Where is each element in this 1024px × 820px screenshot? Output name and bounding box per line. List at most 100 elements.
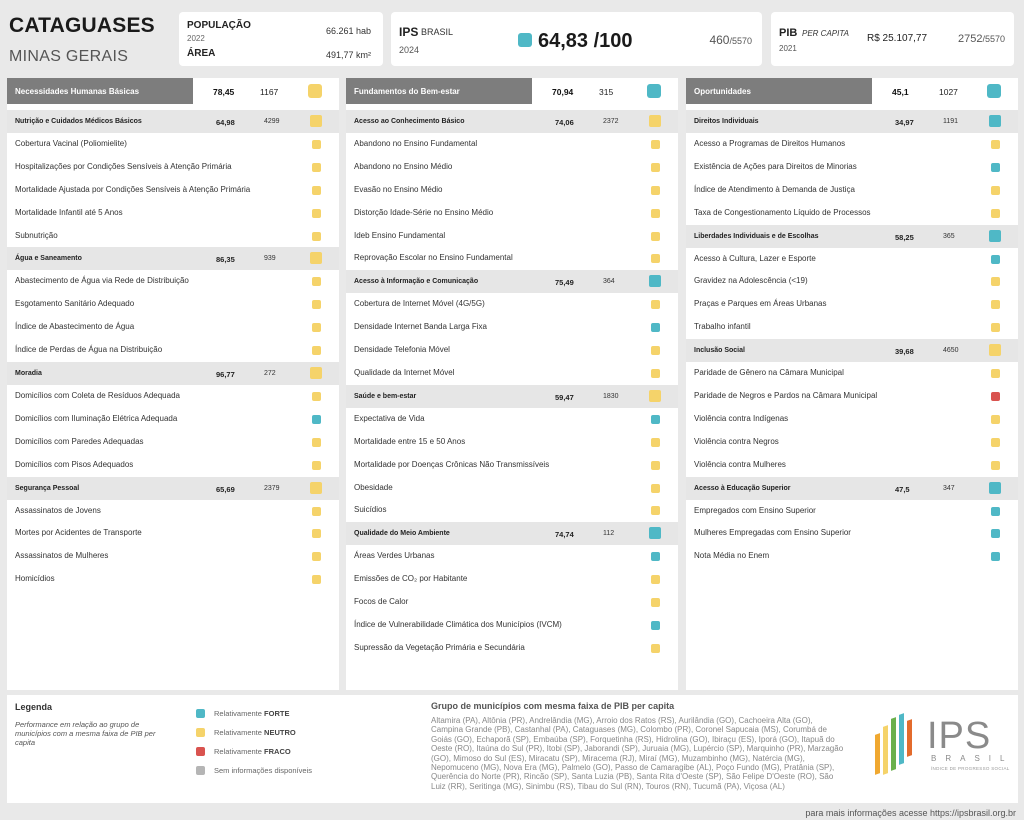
indicator-label: Violência contra Indígenas [694,413,789,423]
legend-label: Sem informações disponíveis [214,766,312,775]
indicator-status-indicator [651,414,660,424]
ips-year: 2024 [399,45,420,55]
ips-brasil-logo: IPS BRASIL ÍNDICE DE PROGRESSO SOCIAL [865,712,1015,782]
indicator-label: Subnutrição [15,230,58,240]
dimension-title: Fundamentos do Bem-estar [354,87,460,96]
component-header: Água e Saneamento 86,35 939 [7,247,339,271]
component-rank: 2372 [603,118,619,125]
area-value: 491,77 km² [325,50,371,60]
state-name: MINAS GERAIS [9,48,129,65]
indicator-label: Reprovação Escolar no Ensino Fundamental [354,253,513,263]
indicator-status-indicator [312,460,321,470]
indicator-label: Paridade de Negros e Pardos na Câmara Mu… [694,391,878,401]
indicator-row: Cobertura Vacinal (Poliomielite) [7,133,339,156]
indicator-row: Violência contra Indígenas [686,408,1018,431]
indicator-row: Mortalidade entre 15 e 50 Anos [346,431,678,454]
indicator-label: Esgotamento Sanitário Adequado [15,299,135,309]
indicator-status-indicator [651,185,660,195]
component-header: Qualidade do Meio Ambiente 74,74 112 [346,522,678,546]
indicator-status-indicator [312,437,321,447]
indicator-row: Ideb Ensino Fundamental [346,225,678,248]
legend-label-prefix: Relativamente [214,709,265,718]
component-header: Moradia 96,77 272 [7,362,339,386]
component-title: Nutrição e Cuidados Médicos Básicos [15,118,142,125]
component-score: 96,77 [216,370,235,380]
component-rank: 4299 [264,118,280,125]
indicator-row: Domicílios com Iluminação Elétrica Adequ… [7,408,339,431]
ips-status-indicator [518,33,532,47]
indicator-status-indicator [991,323,1000,333]
indicator-status-indicator [991,552,1000,562]
indicator-status-indicator [312,414,321,424]
component-score: 59,47 [555,392,574,402]
indicator-row: Supressão da Vegetação Primária e Secund… [346,637,678,660]
indicator-status-indicator [651,460,660,470]
ips-rank: 460/5570 [709,33,752,47]
indicator-status-indicator [312,346,321,356]
legend-swatch [196,747,205,756]
component-rank: 347 [943,484,955,492]
indicator-status-indicator [651,231,660,241]
component-title: Acesso à Educação Superior [694,484,791,492]
legend-label-prefix: Sem informações disponíveis [214,766,312,775]
dimension-score: 70,94 [552,87,574,97]
indicator-row: Evasão no Ensino Médio [346,179,678,202]
indicator-label: Praças e Parques em Áreas Urbanas [694,299,827,309]
indicator-status-indicator [312,162,321,172]
indicator-label: Evasão no Ensino Médio [354,184,443,194]
component-status-indicator [649,275,661,288]
ips-sublabel: BRASIL [421,27,454,37]
dimension-score: 78,45 [213,87,235,97]
indicator-status-indicator [651,552,660,562]
indicator-status-indicator [651,300,660,310]
indicator-label: Cobertura de Internet Móvel (4G/5G) [354,299,485,309]
column-fundamentos-do-bem-estar: Fundamentos do Bem-estar 70,94 315 Acesso a… [346,78,678,690]
logo-tagline: ÍNDICE DE PROGRESSO SOCIAL [931,766,1010,771]
indicator-row: Mortalidade Ajustada por Condições Sensí… [7,179,339,202]
component-status-indicator [310,481,322,494]
indicator-status-indicator [651,208,660,218]
indicator-label: Hospitalizações por Condições Sensíveis … [15,161,232,171]
indicator-label: Densidade Internet Banda Larga Fixa [354,322,487,332]
indicator-row: Esgotamento Sanitário Adequado [7,293,339,316]
more-info-link[interactable]: para mais informações acesse https://ips… [805,808,1016,818]
indicator-label: Gravidez na Adolescência (<19) [694,276,808,286]
footer-panel: Legenda Performance em relação ao grupo … [7,695,1018,803]
indicator-label: Taxa de Congestionamento Líquido de Proc… [694,207,871,217]
component-header: Acesso à Informação e Comunicação 75,49 36… [346,270,678,294]
legend-note: Performance em relação ao grupo de munic… [15,720,156,747]
indicator-status-indicator [991,300,1000,310]
indicator-status-indicator [991,185,1000,195]
column-necessidades-humanas-basicas: Necessidades Humanas Básicas 78,45 1167 Nut… [7,78,339,690]
legend-label-prefix: Relativamente [214,728,265,737]
indicator-label: Abandono no Ensino Fundamental [354,139,478,148]
indicator-status-indicator [312,392,321,402]
component-score: 34,97 [895,118,914,127]
component-title: Inclusão Social [694,347,745,355]
pib-rank: 2752/5570 [957,33,1005,45]
indicator-status-indicator [991,506,1000,516]
component-status-indicator [310,367,322,380]
component-header: Saúde e bem-estar 59,47 1830 [346,384,678,408]
indicator-row: Violência contra Negros [686,431,1018,454]
indicator-row: Nota Média no Enem [686,545,1018,568]
indicator-status-indicator [312,208,321,218]
component-header: Direitos Individuais 34,97 1191 [686,110,1018,133]
component-title: Acesso ao Conhecimento Básico [354,118,465,125]
indicator-label: Assassinatos de Mulheres [15,551,109,561]
indicator-row: Focos de Calor [346,591,678,614]
component-status-indicator [649,389,661,402]
indicator-status-indicator [991,460,1000,470]
indicator-status-indicator [312,231,321,241]
dimension-status-indicator [647,84,661,98]
component-rank: 2379 [264,484,280,492]
component-score: 64,98 [216,118,235,127]
indicator-row: Distorção Idade-Série no Ensino Médio [346,202,678,225]
indicator-status-indicator [651,369,660,379]
component-title: Água e Saneamento [15,255,82,263]
dimension-header: Fundamentos do Bem-estar 70,94 315 [346,78,678,104]
indicator-label: Mortalidade entre 15 e 50 Anos [354,436,466,446]
indicator-row: Mortes por Acidentes de Transporte [7,522,339,545]
indicator-row: Taxa de Congestionamento Líquido de Proc… [686,202,1018,225]
indicator-label: Suicídios [354,505,387,515]
